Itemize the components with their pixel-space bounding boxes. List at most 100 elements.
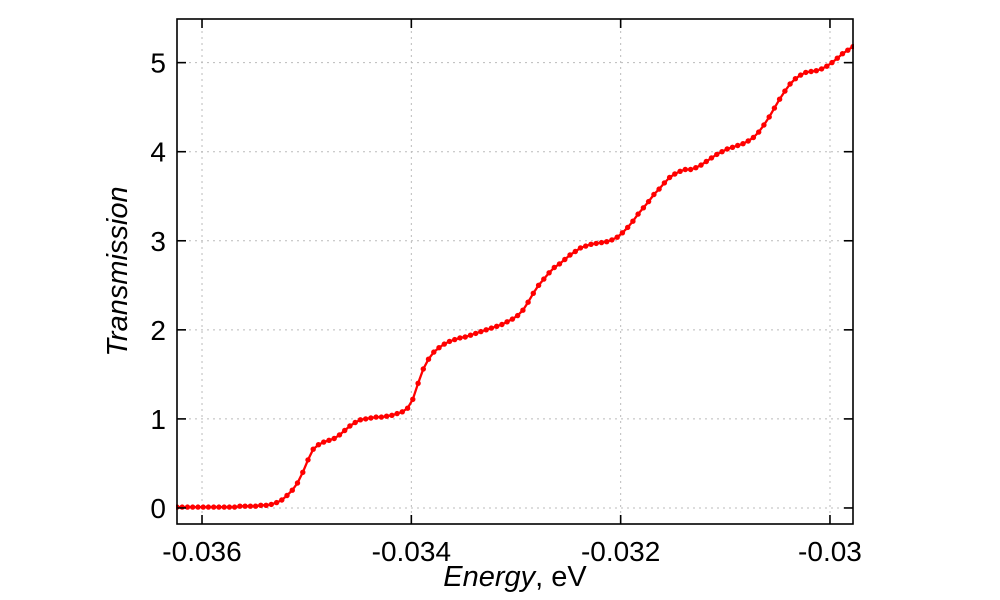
data-point — [598, 239, 605, 246]
data-point — [520, 307, 526, 313]
x-tick-label: -0.036 — [162, 536, 241, 567]
data-point — [368, 415, 374, 421]
data-point — [258, 502, 264, 508]
data-point — [284, 492, 290, 499]
data-point — [342, 427, 348, 434]
x-axis-label-unit: , eV — [535, 561, 587, 593]
data-point — [226, 504, 233, 510]
data-point — [666, 174, 673, 181]
data-point — [399, 409, 405, 415]
data-point — [467, 332, 474, 338]
data-point — [446, 338, 453, 345]
data-point — [195, 504, 201, 510]
data-point — [640, 205, 647, 211]
data-point — [776, 96, 783, 102]
data-point — [787, 81, 793, 87]
data-point — [708, 155, 715, 161]
data-point — [441, 341, 447, 347]
data-point — [462, 334, 468, 340]
data-point — [750, 134, 757, 141]
data-point — [190, 504, 196, 510]
data-point — [714, 151, 720, 158]
y-axis-label: Transmission — [102, 186, 134, 356]
data-point — [619, 230, 626, 236]
data-point — [577, 245, 584, 251]
data-point — [452, 336, 458, 343]
x-tick-label: -0.034 — [372, 536, 451, 567]
data-point — [546, 270, 552, 276]
data-point — [294, 480, 301, 486]
data-point — [635, 211, 641, 217]
data-point — [719, 149, 725, 155]
data-point — [300, 469, 306, 475]
data-point — [824, 63, 830, 69]
data-point — [661, 180, 668, 186]
data-series-group — [176, 43, 854, 510]
data-point — [756, 129, 762, 135]
data-point — [698, 162, 704, 168]
data-point — [305, 457, 311, 463]
data-point — [761, 122, 767, 128]
data-point — [514, 312, 521, 319]
data-point — [289, 487, 295, 493]
data-point — [656, 186, 662, 192]
data-point — [200, 504, 206, 510]
data-point — [771, 105, 778, 111]
data-point — [593, 240, 599, 247]
data-point — [682, 166, 688, 173]
data-point — [216, 504, 222, 510]
data-point — [326, 437, 332, 443]
data-point — [829, 59, 835, 66]
data-point — [818, 66, 825, 72]
data-point — [509, 316, 516, 322]
data-point — [625, 224, 631, 231]
data-point — [410, 396, 416, 402]
data-point — [321, 439, 327, 445]
data-point — [729, 144, 736, 150]
data-point — [221, 504, 227, 510]
y-tick-label: 5 — [150, 48, 166, 79]
data-point — [231, 504, 238, 510]
data-point — [488, 325, 495, 331]
y-tick-label: 4 — [150, 137, 166, 168]
data-point — [279, 497, 285, 503]
plot-frame — [176, 18, 854, 525]
data-point — [735, 142, 741, 149]
data-point — [205, 504, 212, 510]
data-point — [740, 141, 746, 147]
data-point — [677, 168, 683, 174]
data-point — [457, 335, 463, 341]
data-point — [556, 261, 563, 267]
data-point — [630, 218, 636, 224]
data-point — [808, 68, 814, 75]
data-point — [572, 248, 578, 255]
data-point — [425, 356, 432, 362]
data-point — [803, 69, 809, 76]
data-point — [478, 328, 484, 335]
data-point — [352, 419, 358, 426]
data-point — [404, 405, 411, 411]
data-point — [394, 410, 400, 417]
data-point — [389, 412, 395, 418]
data-point — [237, 503, 243, 509]
data-point — [420, 366, 426, 372]
data-point — [535, 282, 542, 288]
data-point — [499, 321, 505, 328]
data-point — [483, 327, 489, 333]
data-series-line — [177, 45, 854, 509]
data-point — [268, 501, 274, 508]
data-point — [415, 380, 421, 386]
data-point — [247, 503, 254, 509]
data-point — [562, 256, 568, 263]
data-point — [336, 432, 343, 438]
y-tick-label: 0 — [150, 493, 166, 524]
y-tick-label: 1 — [150, 404, 166, 435]
data-point — [724, 146, 730, 152]
data-point — [263, 502, 269, 508]
data-point — [813, 68, 819, 74]
data-point — [687, 166, 694, 173]
data-point — [383, 413, 390, 419]
data-point — [693, 165, 699, 171]
x-tick-label: -0.03 — [798, 536, 862, 567]
